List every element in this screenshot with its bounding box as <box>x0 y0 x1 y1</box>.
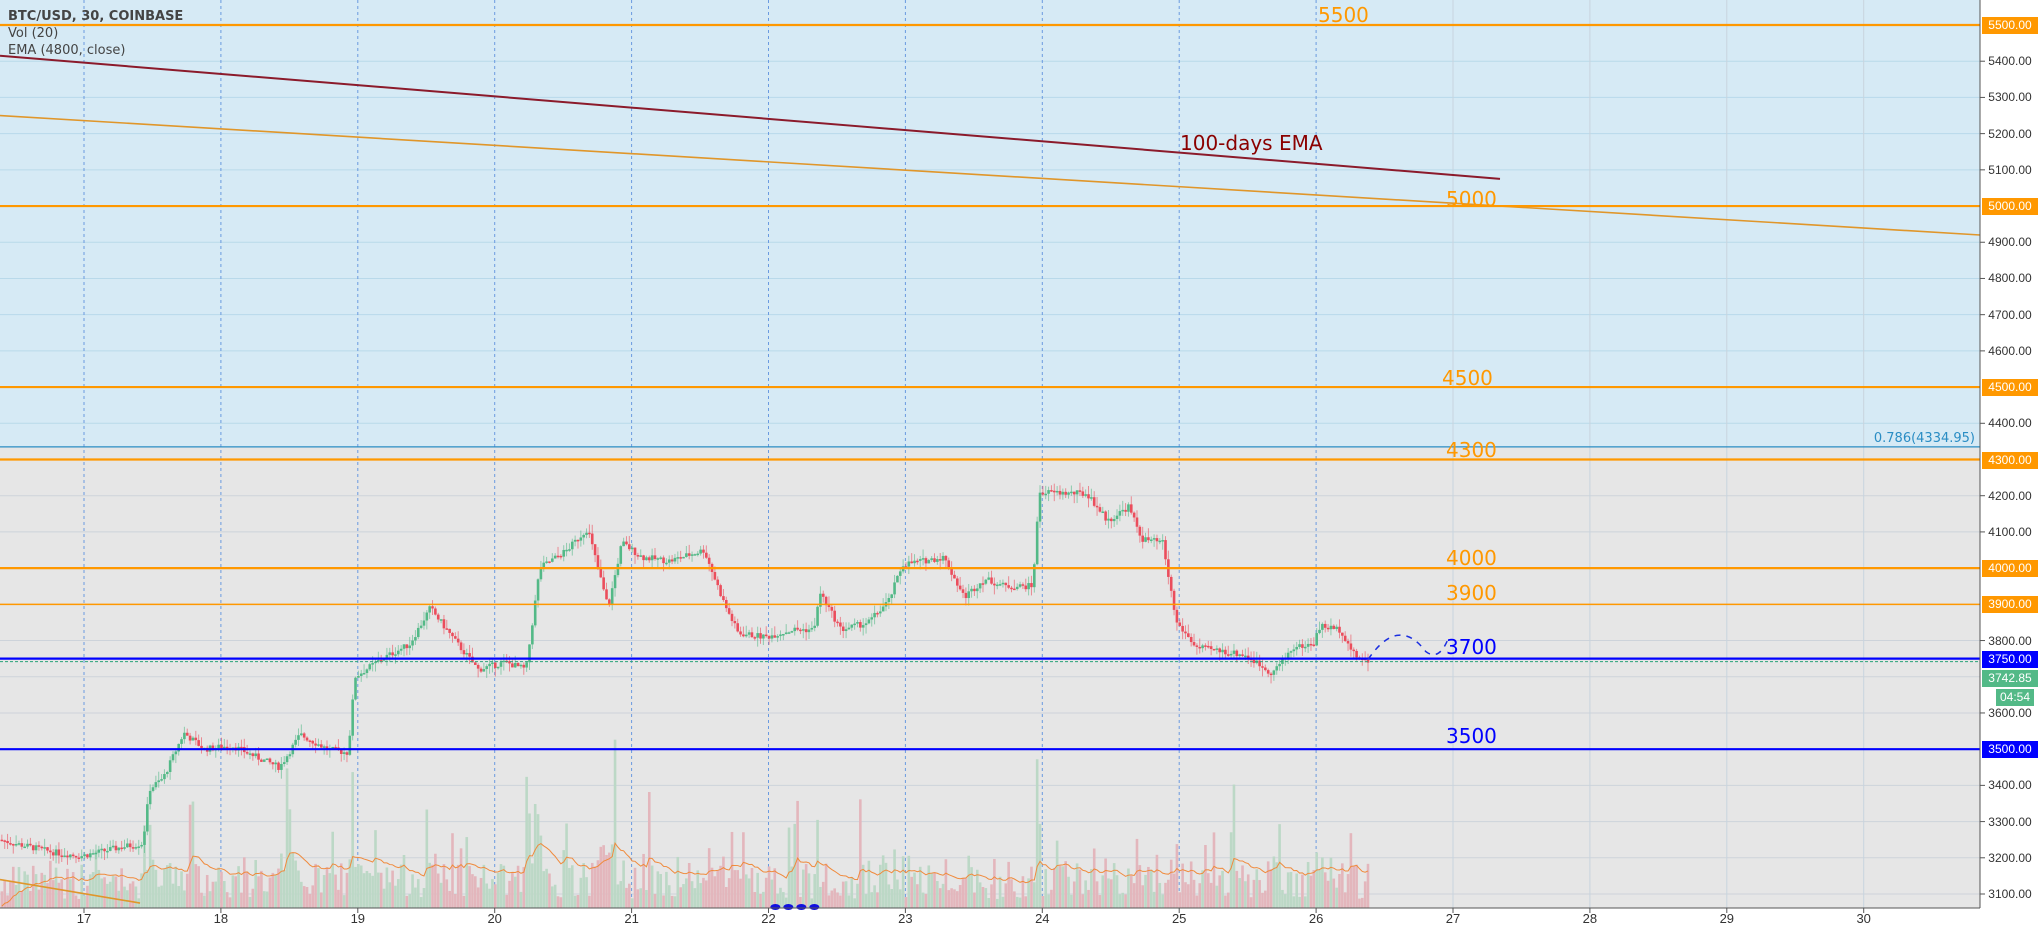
time-tick: 25 <box>1171 911 1187 926</box>
price-tick: 3200.00 <box>1988 850 2032 865</box>
time-tick: 21 <box>624 911 639 926</box>
level-annotation-5000[interactable]: 5000 <box>1446 187 1497 211</box>
level-annotation-4000[interactable]: 4000 <box>1446 546 1497 570</box>
price-tick: 3600.00 <box>1988 705 2032 720</box>
level-annotation-3500[interactable]: 3500 <box>1446 724 1497 748</box>
chart-legend: BTC/USD, 30, COINBASE Vol (20) EMA (4800… <box>8 8 183 59</box>
trend-line-lower[interactable] <box>0 878 141 904</box>
price-tick: 3400.00 <box>1988 778 2032 793</box>
price-tick: 3800.00 <box>1988 633 2032 648</box>
time-tick: 28 <box>1582 911 1598 926</box>
marker-dot <box>809 904 820 910</box>
marker-dot <box>770 904 781 910</box>
time-tick: 29 <box>1719 911 1735 926</box>
time-tick: 17 <box>76 911 92 926</box>
projection-path[interactable] <box>1367 634 1450 660</box>
price-tick: 5300.00 <box>1988 90 2032 105</box>
level-annotation-4300[interactable]: 4300 <box>1446 438 1497 462</box>
time-tick: 24 <box>1035 911 1050 926</box>
marker-dot <box>783 904 794 910</box>
bar-countdown: 04:54 <box>1996 688 2034 706</box>
marker-dot <box>796 904 807 910</box>
time-tick: 23 <box>898 911 913 926</box>
zone-highlight <box>0 0 1980 447</box>
level-badge-3500[interactable]: 3500.00 <box>1982 741 2038 759</box>
time-tick: 27 <box>1445 911 1461 926</box>
price-tick: 3300.00 <box>1988 814 2032 829</box>
symbol-title[interactable]: BTC/USD, 30, COINBASE <box>8 9 184 24</box>
price-tick: 4600.00 <box>1988 343 2032 358</box>
time-tick: 26 <box>1308 911 1324 926</box>
level-annotation-4500[interactable]: 4500 <box>1442 366 1493 390</box>
volume-ma-line <box>1 842 1369 907</box>
price-tick: 4100.00 <box>1988 524 2032 539</box>
time-tick: 19 <box>350 911 366 926</box>
price-tick: 4700.00 <box>1988 307 2032 322</box>
price-tick: 4200.00 <box>1988 488 2032 503</box>
last-price-badge: 3742.85 <box>1982 669 2038 687</box>
level-badge-3700[interactable]: 3750.00 <box>1982 650 2038 668</box>
price-tick: 5200.00 <box>1988 126 2032 141</box>
price-tick: 4800.00 <box>1988 271 2032 286</box>
trend-line[interactable] <box>0 114 1981 236</box>
level-annotation-3700[interactable]: 3700 <box>1446 635 1497 659</box>
level-badge-4000[interactable]: 4000.00 <box>1982 560 2038 578</box>
price-tick: 4900.00 <box>1988 235 2032 250</box>
fib-level-label: 0.786(4334.95) <box>1874 431 1975 446</box>
level-badge-5500[interactable]: 5500.00 <box>1982 17 2038 34</box>
time-tick: 22 <box>761 911 776 926</box>
time-tick: 30 <box>1856 911 1871 926</box>
price-tick: 4400.00 <box>1988 416 2032 431</box>
ema-annotation[interactable]: 100-days EMA <box>1180 131 1323 155</box>
time-tick: 20 <box>487 911 502 926</box>
level-badge-5000[interactable]: 5000.00 <box>1982 198 2038 216</box>
ema-line[interactable] <box>0 54 1501 180</box>
level-badge-4300[interactable]: 4300.00 <box>1982 451 2038 469</box>
level-annotation-5500[interactable]: 5500 <box>1318 3 1369 27</box>
plot-background <box>0 446 1980 908</box>
indicator-ema[interactable]: EMA (4800, close) <box>8 43 126 58</box>
price-tick: 5100.00 <box>1988 162 2032 177</box>
time-tick: 18 <box>213 911 229 926</box>
level-annotation-3900[interactable]: 3900 <box>1446 581 1497 605</box>
indicator-volume[interactable]: Vol (20) <box>8 26 59 41</box>
level-badge-3900[interactable]: 3900.00 <box>1982 596 2038 614</box>
volume-bars <box>0 739 1370 908</box>
level-badge-4500[interactable]: 4500.00 <box>1982 379 2038 397</box>
price-tick: 3100.00 <box>1988 887 2032 901</box>
price-tick: 5400.00 <box>1988 54 2032 69</box>
